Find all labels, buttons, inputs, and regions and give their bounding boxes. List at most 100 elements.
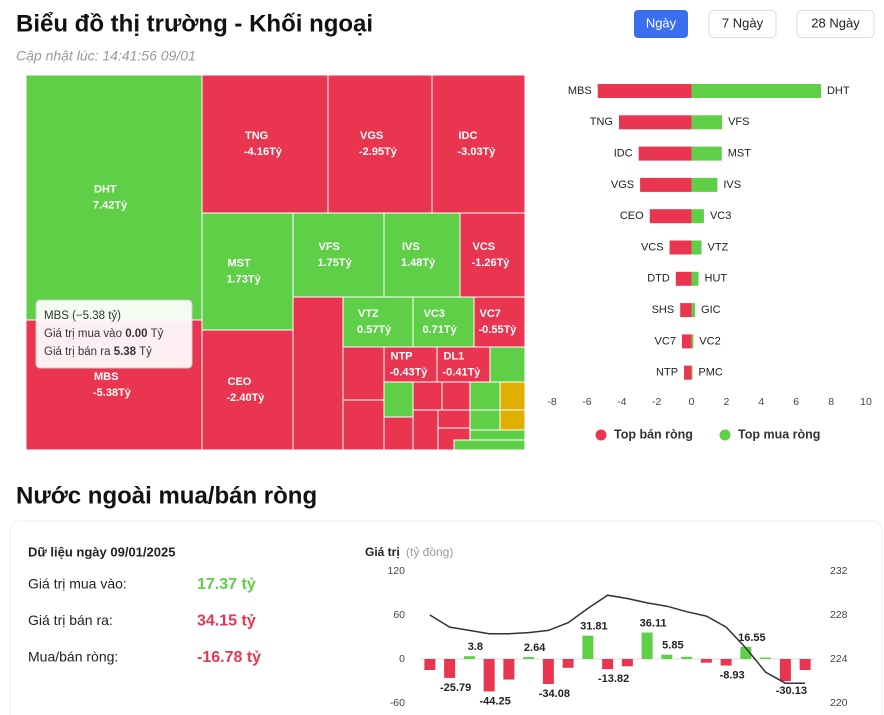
bar <box>760 657 772 659</box>
bar-label: SHS <box>652 304 675 316</box>
cell-label: VC3 <box>424 308 445 320</box>
treemap-cell <box>201 212 294 331</box>
bar <box>779 659 791 682</box>
tooltip-title: MBS (−5.38 tỷ) <box>44 310 121 322</box>
tab[interactable] <box>796 10 875 38</box>
cell-label: NTP <box>391 350 413 362</box>
cell <box>437 409 471 429</box>
bar-value-label: 5.85 <box>662 640 683 652</box>
treemap-cell <box>342 296 414 348</box>
tooltip: MBS (−5.38 tỷ) Giá trị mua vào 0.00 Tỷ G… <box>35 299 193 369</box>
bar-label: TNG <box>590 116 613 128</box>
bar-label: NTP <box>656 367 678 379</box>
cell-value: -1.26Tỷ <box>472 257 511 269</box>
cell <box>441 381 471 411</box>
cell-label: DHT <box>94 183 117 195</box>
treemap-cell <box>201 74 329 214</box>
tooltip-label: Giá trị bán ra <box>44 346 111 358</box>
cell-value: 1.48Tỷ <box>401 257 436 269</box>
bar <box>542 659 554 684</box>
bar-label: PMC <box>698 367 723 379</box>
bar-value-label: -44.25 <box>480 695 511 707</box>
card <box>9 520 883 715</box>
cell-label: VTZ <box>358 308 379 320</box>
bar <box>618 115 692 130</box>
tooltip-value: 0.00 <box>125 328 147 340</box>
cell-label: VCS <box>473 241 496 253</box>
cell-value: -2.40Tỷ <box>227 392 266 404</box>
treemap-cell <box>383 212 461 298</box>
bar-label: VGS <box>611 179 634 191</box>
x-tick-label: 6 <box>793 396 799 408</box>
cell-value: -3.03Tỷ <box>458 146 497 158</box>
cell-value: 7.42Tỷ <box>93 199 128 211</box>
x-tick-label: 4 <box>758 396 764 408</box>
treemap-cell <box>327 74 433 214</box>
y2-tick-label: 220 <box>830 697 848 709</box>
bar <box>691 365 693 380</box>
cell-label: TNG <box>245 130 268 142</box>
cell-label: VGS <box>360 130 383 142</box>
bar <box>523 657 535 659</box>
tooltip-label: Giá trị mua vào <box>44 328 122 340</box>
bar <box>582 635 594 659</box>
tooltip-row: Giá trị bán ra 5.38 Tỷ <box>44 346 152 358</box>
bar <box>621 659 633 667</box>
tooltip-unit: Tỷ <box>139 346 152 358</box>
x-tick-label: -8 <box>547 396 556 408</box>
y-axis-title: Giá trị <box>365 545 400 559</box>
bar-label: VC7 <box>655 335 676 347</box>
bar <box>681 334 692 349</box>
legend-swatch <box>595 429 607 441</box>
bar <box>799 659 811 670</box>
cell-label: VC7 <box>480 308 501 320</box>
bar <box>740 646 752 659</box>
cell-value: -0.55Tỷ <box>479 324 518 336</box>
treemap-cell <box>431 74 526 214</box>
bar-label: VCS <box>641 241 664 253</box>
cell <box>499 381 526 411</box>
tab-active[interactable] <box>634 10 688 38</box>
bar <box>661 654 673 659</box>
bar-label: VC3 <box>710 210 731 222</box>
cell-value: 1.73Tỷ <box>227 273 262 285</box>
tab[interactable]: Ngày <box>646 15 677 30</box>
y-axis-unit: (tỷ đồng) <box>406 545 453 559</box>
legend-swatch <box>719 429 731 441</box>
tab[interactable]: 28 Ngày <box>811 15 860 30</box>
cell-label: VFS <box>319 241 340 253</box>
cell <box>469 429 526 441</box>
y-tick-label: 60 <box>393 609 405 621</box>
bar <box>691 84 821 98</box>
section-title: Nước ngoài mua/bán ròng <box>16 482 317 509</box>
treemap-cell <box>436 346 491 383</box>
tooltip-box <box>35 299 193 369</box>
cell <box>469 409 501 431</box>
tab[interactable]: 7 Ngày <box>722 15 764 30</box>
bar <box>691 303 696 318</box>
bar <box>684 365 692 380</box>
cell-label: IDC <box>459 130 478 142</box>
line <box>429 594 806 684</box>
cell-label: DL1 <box>444 350 465 362</box>
bar-label: VFS <box>728 116 749 128</box>
y-tick-label: 0 <box>399 653 405 665</box>
bar-value-label: 36.11 <box>640 617 667 629</box>
summary-value: -16.78 tỷ <box>197 649 261 666</box>
y-tick-label: -60 <box>390 697 405 709</box>
treemap-cell <box>383 346 438 383</box>
tooltip-unit: Tỷ <box>151 328 164 340</box>
bar <box>675 271 692 286</box>
bar-label: CEO <box>620 210 644 222</box>
tab[interactable] <box>708 10 777 38</box>
cell <box>383 416 414 451</box>
cell-value: -4.16Tỷ <box>244 146 283 158</box>
summary-label: Mua/bán ròng: <box>28 649 118 665</box>
cell <box>469 381 501 411</box>
x-tick-label: 10 <box>860 396 872 408</box>
y-tick-label: 120 <box>387 565 405 577</box>
cell-value: 0.71Tỷ <box>423 324 458 336</box>
treemap-cell <box>201 329 294 451</box>
bar-label: MBS <box>568 85 592 97</box>
cell <box>453 439 526 451</box>
